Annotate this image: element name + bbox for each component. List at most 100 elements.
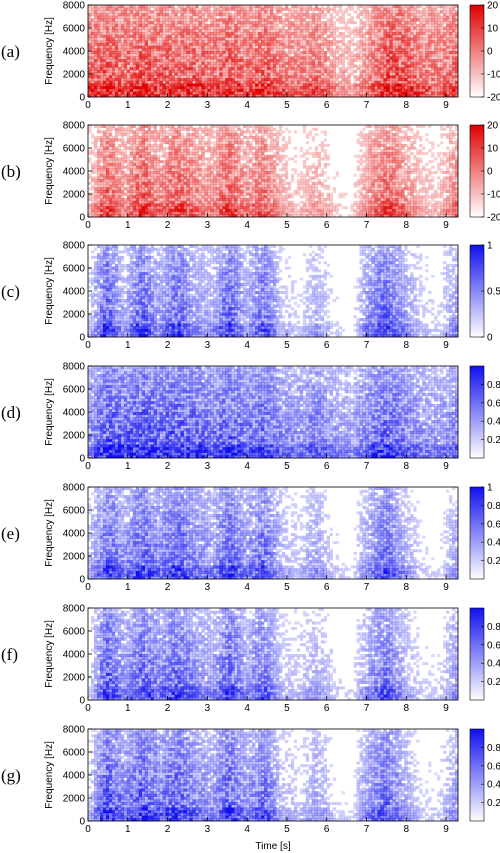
heatmap-cell [255,59,258,62]
heatmap-cell [112,187,115,190]
heatmap-cell [121,19,124,22]
heatmap-cell [240,46,243,49]
heatmap-cell [282,59,285,62]
heatmap-cell [115,209,118,212]
heatmap-cell [127,179,130,182]
heatmap-cell [413,37,416,40]
heatmap-cell [392,19,395,22]
heatmap-cell [374,51,377,54]
heatmap-cell [115,185,118,188]
heatmap-cell [306,24,309,27]
heatmap-cell [333,40,336,43]
heatmap-cell [252,51,255,54]
heatmap-cell [252,83,255,86]
heatmap-cell [279,89,282,92]
heatmap-cell [139,24,142,27]
heatmap-cell [285,19,288,22]
heatmap-cell [371,16,374,19]
heatmap-cell [401,19,404,22]
heatmap-cell [282,13,285,16]
heatmap-cell [398,92,401,95]
heatmap-cell [434,13,437,16]
heatmap-cell [291,37,294,40]
heatmap-cell [345,92,348,95]
heatmap-cell [401,92,404,95]
heatmap-cell [440,75,443,78]
heatmap-cell [285,73,288,76]
heatmap-cell [443,29,446,32]
heatmap-cell [154,35,157,38]
heatmap-cell [282,92,285,95]
heatmap-cell [103,73,106,76]
heatmap-cell [192,89,195,92]
heatmap-cell [428,19,431,22]
heatmap-cell [133,46,136,49]
heatmap-cell [103,209,106,212]
heatmap-cell [237,75,240,78]
heatmap-cell [437,5,440,8]
heatmap-cell [273,56,276,59]
heatmap-cell [100,176,103,179]
heatmap-cell [404,37,407,40]
heatmap-cell [234,75,237,78]
heatmap-cell [270,92,273,95]
heatmap-cell [300,16,303,19]
heatmap-cell [354,54,357,57]
heatmap-cell [243,46,246,49]
heatmap-cell [246,73,249,76]
heatmap-cell [410,19,413,22]
heatmap-cell [91,141,94,144]
heatmap-cell [88,51,91,54]
heatmap-cell [133,16,136,19]
heatmap-cell [148,24,151,27]
heatmap-cell [324,16,327,19]
heatmap-cell [91,201,94,204]
heatmap-cell [351,5,354,8]
heatmap-cell [192,75,195,78]
heatmap-cell [255,92,258,95]
heatmap-cell [88,13,91,16]
heatmap-cell [157,209,160,212]
heatmap-cell [374,92,377,95]
heatmap-cell [345,35,348,38]
heatmap-cell [240,10,243,13]
heatmap-cell [297,8,300,11]
heatmap-cell [213,10,216,13]
heatmap-cell [160,209,163,212]
heatmap-cell [127,147,130,150]
heatmap-cell [422,75,425,78]
heatmap-cell [88,16,91,19]
heatmap-cell [130,212,133,215]
heatmap-cell [273,27,276,30]
heatmap-cell [198,24,201,27]
heatmap-cell [315,37,318,40]
heatmap-cell [204,29,207,32]
heatmap-cell [276,48,279,51]
heatmap-cell [416,86,419,89]
heatmap-cell [189,37,192,40]
heatmap-cell [392,86,395,89]
heatmap-cell [318,56,321,59]
heatmap-cell [386,43,389,46]
heatmap-cell [166,168,169,171]
heatmap-cell [300,51,303,54]
heatmap-cell [407,35,410,38]
heatmap-cell [142,144,145,147]
heatmap-cell [339,75,342,78]
heatmap-cell [201,8,204,11]
heatmap-cell [243,21,246,24]
heatmap-cell [258,40,261,43]
heatmap-cell [154,48,157,51]
heatmap-cell [222,86,225,89]
heatmap-cell [166,187,169,190]
heatmap-cell [279,65,282,68]
heatmap-cell [348,35,351,38]
heatmap-cell [169,21,172,24]
heatmap-cell [139,144,142,147]
heatmap-cell [112,81,115,84]
heatmap-cell [267,73,270,76]
heatmap-cell [321,73,324,76]
heatmap-cell [112,54,115,57]
heatmap-cell [151,209,154,212]
heatmap-cell [437,29,440,32]
